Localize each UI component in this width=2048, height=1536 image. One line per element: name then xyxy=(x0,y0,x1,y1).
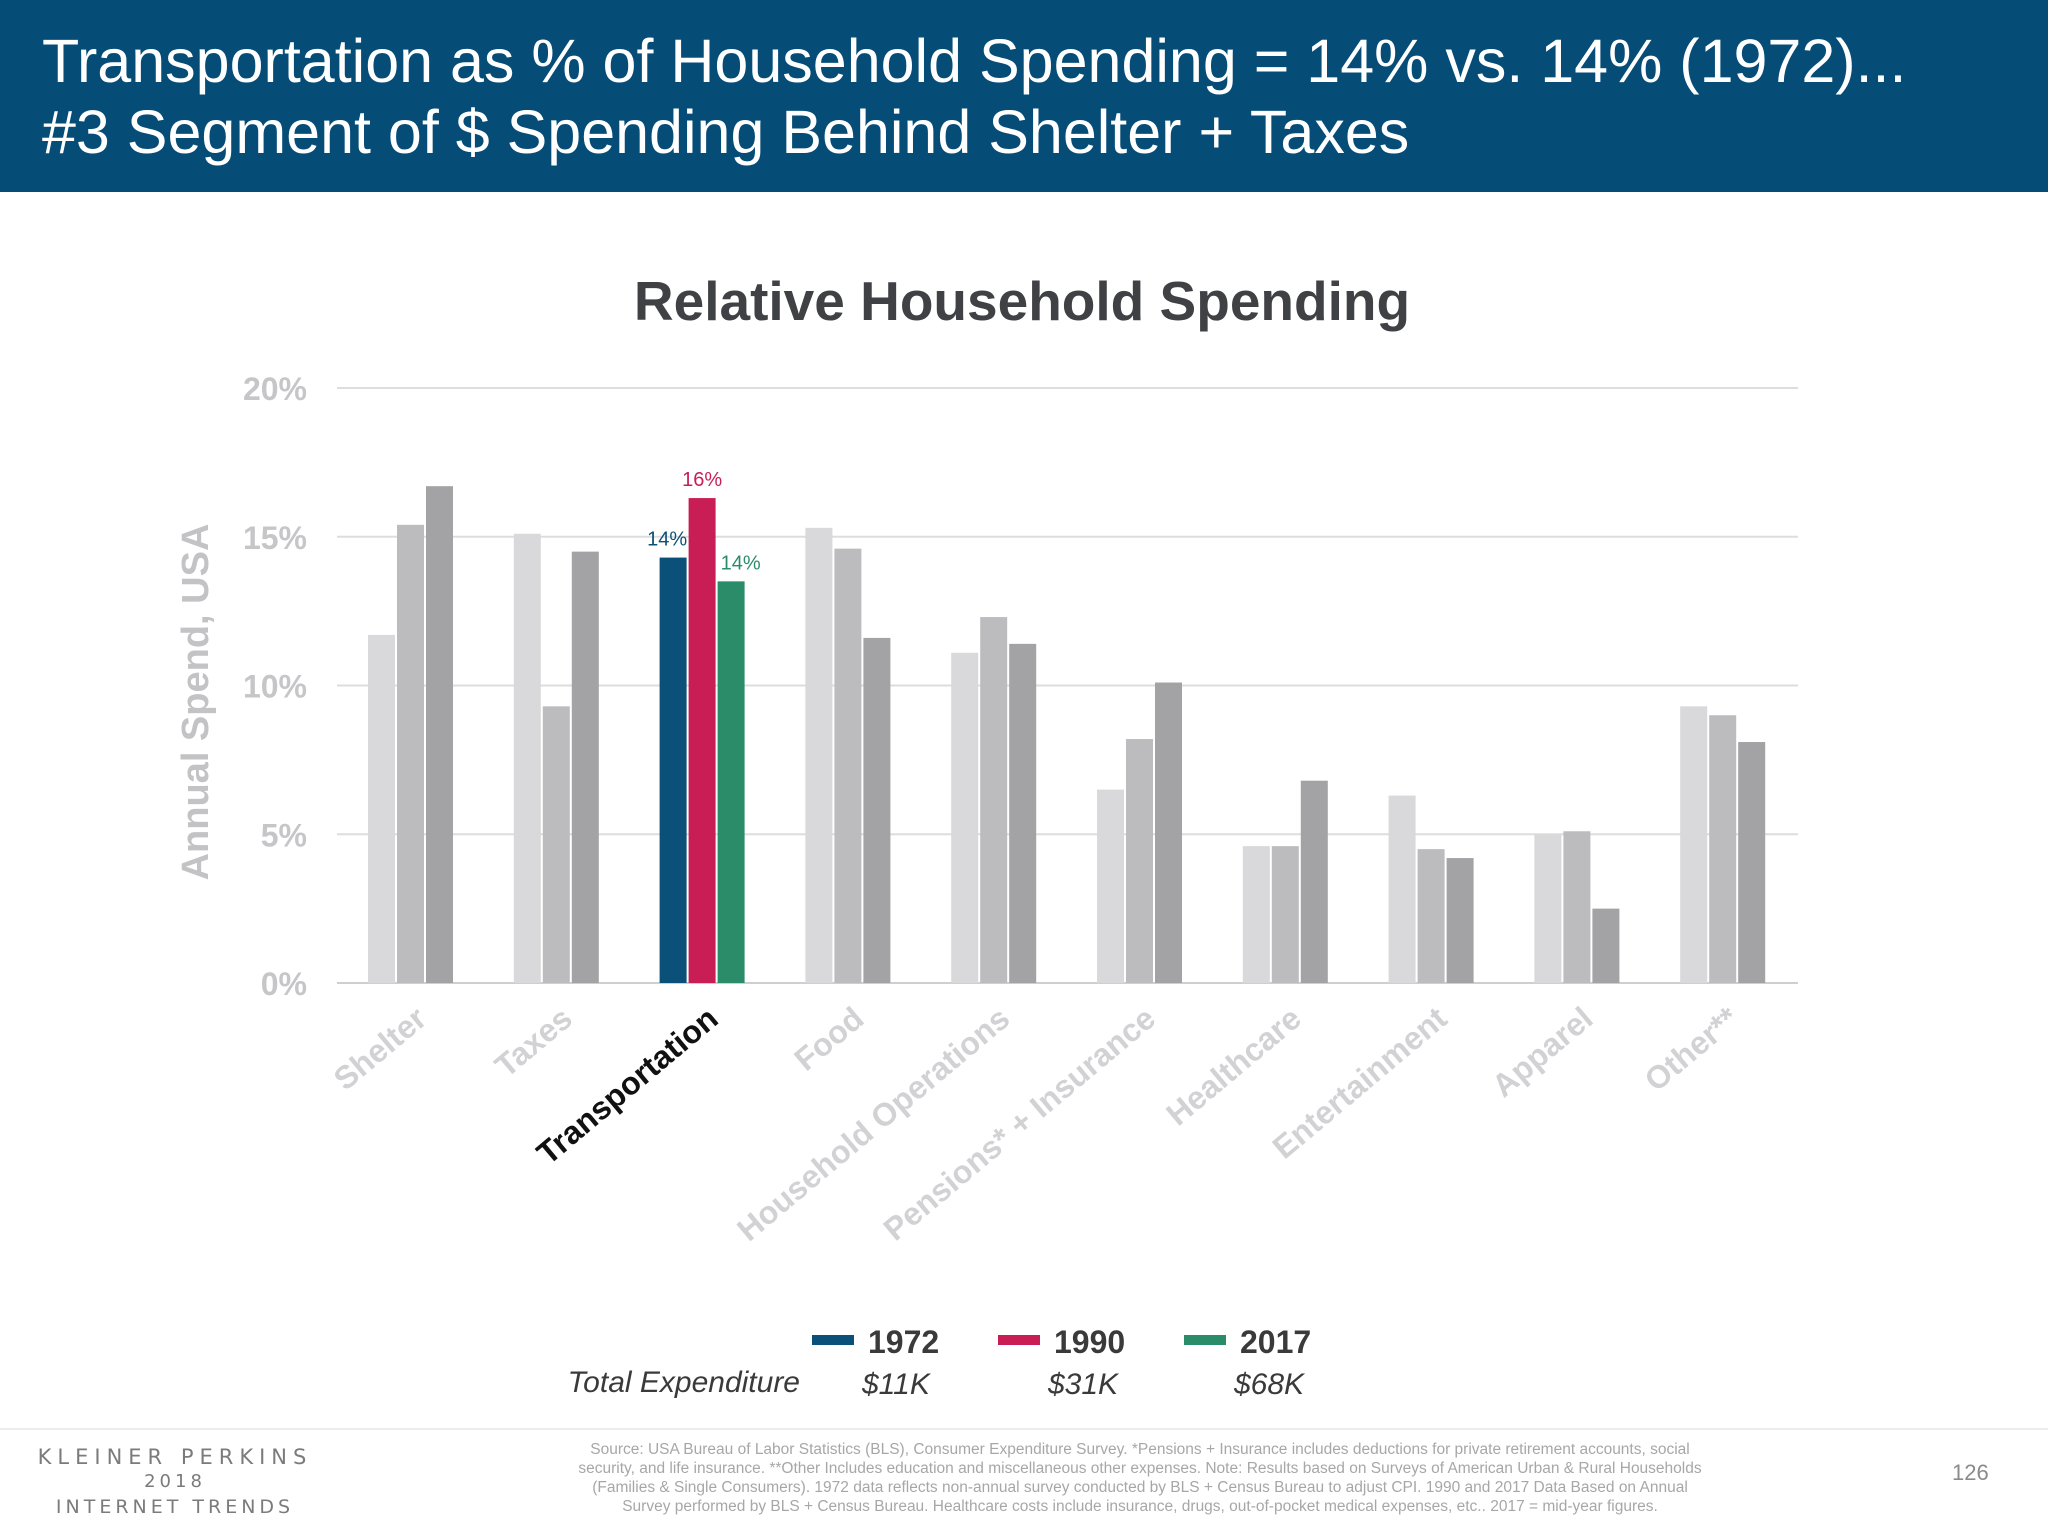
data-label-1990: 16% xyxy=(682,469,722,491)
y-tick-label: 20% xyxy=(243,371,307,407)
bar-taxes-1990 xyxy=(542,706,570,983)
category-label: Taxes xyxy=(488,1000,579,1084)
source-line: (Families & Single Consumers). 1972 data… xyxy=(592,1479,1688,1496)
title-banner: Transportation as % of Household Spendin… xyxy=(0,0,2048,192)
legend-total-1990: $31K xyxy=(1047,1368,1120,1401)
y-tick-label: 15% xyxy=(243,520,307,556)
data-label-1972: 14% xyxy=(647,529,687,551)
source-line: Survey performed by BLS + Census Bureau.… xyxy=(622,1498,1658,1515)
category-label: Household Operations xyxy=(730,1000,1016,1248)
source-note: Source: USA Bureau of Labor Statistics (… xyxy=(495,1440,1785,1516)
bar-apparel-1990 xyxy=(1563,831,1591,983)
y-tick-label: 5% xyxy=(261,817,307,853)
legend: Total Expenditure 1972 $11K 1990 $31K 2017 $6… xyxy=(568,1324,1312,1401)
legend-label-1972: 1972 xyxy=(868,1324,939,1360)
slide-title-line-2: #3 Segment of $ Spending Behind Shelter … xyxy=(42,98,1410,166)
bar-household-operations-2017 xyxy=(1009,643,1037,983)
bar-shelter-2017 xyxy=(426,486,453,983)
y-tick-label: 10% xyxy=(243,669,307,705)
legend-total-2017: $68K xyxy=(1233,1368,1306,1401)
bar-shelter-1972 xyxy=(368,634,395,983)
bar-taxes-2017 xyxy=(571,551,599,983)
brand-year: 2018 xyxy=(144,1471,206,1492)
bar-healthcare-1990 xyxy=(1271,846,1299,983)
brand-logo: KLEINER PERKINS 2018 INTERNET TRENDS xyxy=(20,1444,330,1520)
legend-swatch-1990 xyxy=(998,1335,1040,1345)
bar-taxes-1972 xyxy=(513,533,541,983)
bar-other-1972 xyxy=(1680,706,1708,983)
bar-household-operations-1972 xyxy=(951,652,979,983)
data-label-2017: 14% xyxy=(721,552,761,574)
category-label: Shelter xyxy=(327,1000,433,1097)
category-label: Other** xyxy=(1638,999,1746,1098)
bar-entertainment-1990 xyxy=(1417,849,1445,983)
bars xyxy=(368,486,1766,983)
bar-other-1990 xyxy=(1709,715,1737,983)
legend-label-1990: 1990 xyxy=(1054,1324,1125,1360)
bar-pensions-insurance-2017 xyxy=(1155,682,1182,983)
chart-title: Relative Household Spending xyxy=(634,270,1410,332)
bar-healthcare-1972 xyxy=(1242,846,1270,983)
bar-transportation-2017 xyxy=(717,581,745,983)
category-label: Healthcare xyxy=(1159,1000,1307,1133)
bar-household-operations-1990 xyxy=(980,617,1008,983)
legend-total-1972: $11K xyxy=(861,1368,932,1401)
bar-food-1972 xyxy=(805,527,833,983)
bar-transportation-1972 xyxy=(659,557,687,983)
source-line: security, and life insurance. **Other In… xyxy=(578,1460,1702,1477)
slide-title-line-1: Transportation as % of Household Spendin… xyxy=(42,27,1907,95)
footer-divider xyxy=(0,1428,2048,1430)
legend-label-2017: 2017 xyxy=(1240,1324,1311,1360)
bar-food-2017 xyxy=(863,637,891,983)
bar-entertainment-1972 xyxy=(1388,795,1416,983)
bar-entertainment-2017 xyxy=(1446,858,1474,983)
data-labels: 14% 16% 14% xyxy=(647,469,761,574)
category-label: Food xyxy=(787,1000,870,1078)
bar-shelter-1990 xyxy=(397,524,424,983)
bar-apparel-1972 xyxy=(1534,834,1562,983)
bar-healthcare-2017 xyxy=(1300,780,1328,983)
legend-swatch-1972 xyxy=(812,1335,854,1345)
household-spending-chart: Relative Household Spending Annual Spend… xyxy=(175,270,1798,1401)
bar-pensions-insurance-1990 xyxy=(1126,739,1153,983)
page-number: 126 xyxy=(1952,1460,1989,1485)
brand-name: KLEINER PERKINS xyxy=(37,1445,313,1469)
y-tick-label: 0% xyxy=(261,966,307,1002)
bar-transportation-1990 xyxy=(688,498,716,983)
source-line: Source: USA Bureau of Labor Statistics (… xyxy=(590,1441,1690,1458)
bar-other-2017 xyxy=(1738,742,1766,983)
bar-apparel-2017 xyxy=(1592,908,1620,983)
total-expenditure-label: Total Expenditure xyxy=(568,1366,800,1399)
legend-swatch-2017 xyxy=(1184,1335,1226,1345)
category-label: Pensions* + Insurance xyxy=(877,1000,1162,1248)
brand-report: INTERNET TRENDS xyxy=(55,1496,295,1518)
category-label: Apparel xyxy=(1485,1000,1599,1104)
bar-food-1990 xyxy=(834,548,862,983)
bar-pensions-insurance-1972 xyxy=(1097,789,1124,983)
y-axis-title: Annual Spend, USA xyxy=(175,524,217,881)
